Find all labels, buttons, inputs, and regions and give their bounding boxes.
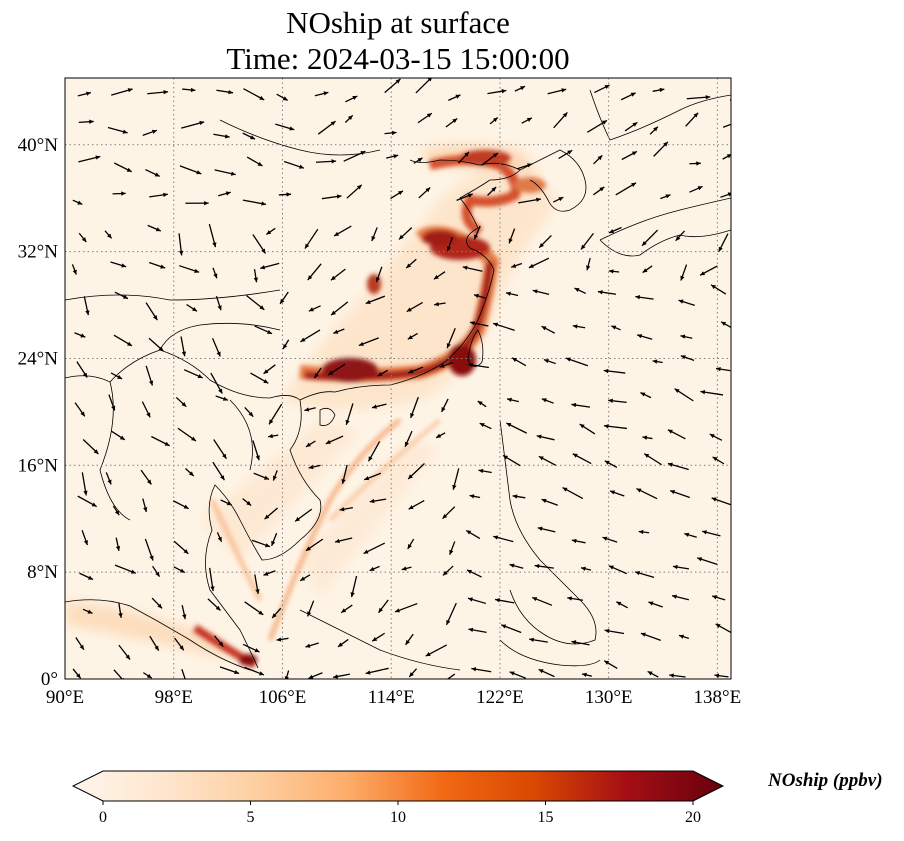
- lon-tick-label: 122°E: [476, 687, 524, 708]
- colorbar: 0 5 10 15 20: [73, 771, 723, 826]
- longitude-ticks: 90°E 98°E 106°E 114°E 122°E 130°E 138°E: [46, 687, 741, 708]
- lat-tick-label: 8°N: [27, 562, 58, 583]
- wind-arrow: [730, 95, 749, 100]
- lat-tick-label: 40°N: [18, 135, 59, 156]
- colorbar-body: [73, 771, 723, 801]
- lat-tick-label: 0°: [41, 669, 58, 690]
- colorbar-tick-label: 20: [685, 809, 701, 826]
- lon-tick-label: 114°E: [368, 687, 415, 708]
- colorbar-tick-label: 5: [247, 809, 255, 826]
- latitude-ticks: 0° 8°N 16°N 24°N 32°N 40°N: [18, 135, 59, 690]
- colorbar-ticks: 0 5 10 15 20: [99, 801, 701, 826]
- lon-tick-label: 130°E: [585, 687, 633, 708]
- colorbar-tick-label: 15: [538, 809, 554, 826]
- lat-tick-label: 16°N: [18, 455, 59, 476]
- lon-tick-label: 98°E: [155, 687, 193, 708]
- lon-tick-label: 106°E: [259, 687, 307, 708]
- colorbar-tick-label: 10: [390, 809, 406, 826]
- lon-tick-label: 138°E: [694, 687, 742, 708]
- colorbar-label: NOship (ppbv): [768, 770, 883, 792]
- lat-tick-label: 32°N: [18, 242, 59, 263]
- lat-tick-label: 24°N: [18, 348, 59, 369]
- lon-tick-label: 90°E: [46, 687, 84, 708]
- colorbar-tick-label: 0: [99, 809, 107, 826]
